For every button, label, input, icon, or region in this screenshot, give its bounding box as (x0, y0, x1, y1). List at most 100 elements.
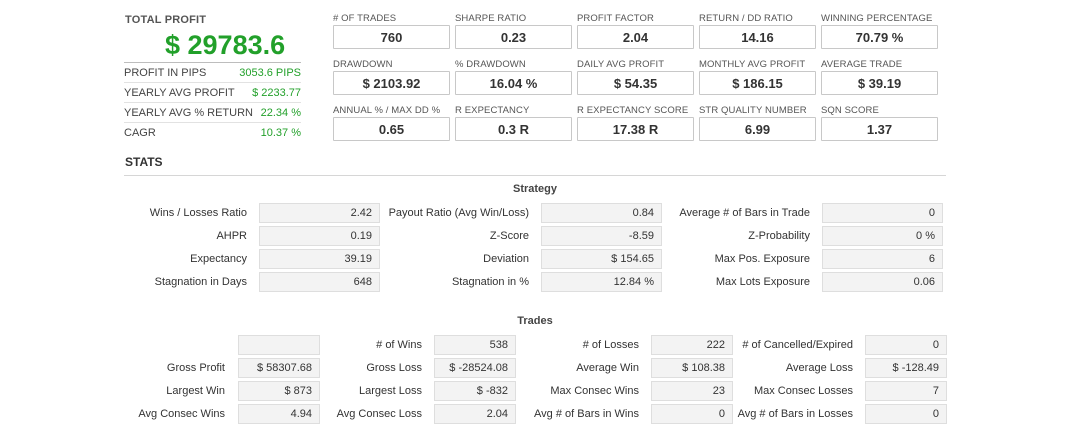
metric-card: R EXPECTANCY SCORE 17.38 R (577, 105, 694, 141)
metric-value: 0.65 (333, 117, 450, 141)
strategy-stat-value: 0 (822, 203, 943, 223)
strategy-stat-label: Wins / Losses Ratio (149, 207, 247, 219)
metric-label: ANNUAL % / MAX DD % (333, 105, 441, 116)
summary-row-value: $ 2233.77 (252, 86, 301, 99)
summary-row-value: 10.37 % (260, 126, 301, 139)
metric-label: AVERAGE TRADE (821, 59, 903, 70)
metric-label: STR QUALITY NUMBER (699, 105, 807, 116)
total-profit-value: $ 29783.6 (165, 30, 286, 60)
trades-stat-value: 4.94 (238, 404, 320, 424)
metric-value: $ 54.35 (577, 71, 694, 95)
trades-stat-label: Gross Profit (166, 362, 225, 374)
strategy-stat-value: -8.59 (541, 226, 662, 246)
trades-stat-label: Average Win (576, 362, 639, 374)
strategy-stat-value: 0.19 (259, 226, 380, 246)
trades-stat-label: Max Consec Wins (550, 385, 639, 397)
trades-stat-value: $ -128.49 (865, 358, 947, 378)
metric-label: PROFIT FACTOR (577, 13, 654, 24)
metric-label: SHARPE RATIO (455, 13, 527, 24)
strategy-stat-label: Stagnation in % (451, 276, 529, 288)
strategy-stat-label: Max Lots Exposure (715, 276, 810, 288)
metric-label: R EXPECTANCY (455, 105, 530, 116)
trades-stat-label: Largest Win (166, 385, 225, 397)
trades-stat-value: $ 873 (238, 381, 320, 401)
summary-row-label: CAGR (124, 126, 156, 139)
metric-value: 17.38 R (577, 117, 694, 141)
trades-stat-value (238, 335, 320, 355)
trades-stat-value: $ -28524.08 (434, 358, 516, 378)
metric-value: 14.16 (699, 25, 816, 49)
strategy-stat-value: 6 (822, 249, 943, 269)
metric-card: STR QUALITY NUMBER 6.99 (699, 105, 816, 141)
strategy-stat-value: 0.84 (541, 203, 662, 223)
metric-card: MONTHLY AVG PROFIT $ 186.15 (699, 59, 816, 95)
summary-row: CAGR 10.37 % (124, 122, 301, 142)
strategy-stat-label: Expectancy (190, 253, 247, 265)
trades-heading: Trades (517, 315, 553, 327)
stats-divider (124, 175, 946, 176)
trades-stat-value: $ -832 (434, 381, 516, 401)
trades-stat-label: # of Cancelled/Expired (742, 339, 853, 351)
trades-stat-value: 0 (865, 335, 947, 355)
summary-row-label: PROFIT IN PIPS (124, 66, 207, 79)
metric-card: AVERAGE TRADE $ 39.19 (821, 59, 938, 95)
strategy-stat-label: Z-Score (489, 230, 529, 242)
metric-label: # OF TRADES (333, 13, 397, 24)
strategy-stat-label: Stagnation in Days (154, 276, 247, 288)
metric-value: 16.04 % (455, 71, 572, 95)
trades-stat-value: 2.04 (434, 404, 516, 424)
metric-value: 6.99 (699, 117, 816, 141)
strategy-stat-label: Payout Ratio (Avg Win/Loss) (388, 207, 529, 219)
trades-stat-label: Avg # of Bars in Losses (737, 408, 853, 420)
metric-card: DRAWDOWN $ 2103.92 (333, 59, 450, 95)
trades-stat-label: # of Wins (376, 339, 422, 351)
metric-value: 0.23 (455, 25, 572, 49)
trades-stat-value: 0 (651, 404, 733, 424)
metric-value: 70.79 % (821, 25, 938, 49)
trades-stat-label: Avg Consec Wins (138, 408, 225, 420)
trades-stat-label: Largest Loss (359, 385, 422, 397)
metric-card: DAILY AVG PROFIT $ 54.35 (577, 59, 694, 95)
strategy-stat-value: 648 (259, 272, 380, 292)
trades-stat-value: 222 (651, 335, 733, 355)
metric-value: 0.3 R (455, 117, 572, 141)
trades-stat-value: 0 (865, 404, 947, 424)
trades-stat-label: Average Loss (785, 362, 853, 374)
metric-value: $ 39.19 (821, 71, 938, 95)
metric-value: 2.04 (577, 25, 694, 49)
metric-card: # OF TRADES 760 (333, 13, 450, 49)
metric-label: SQN SCORE (821, 105, 879, 116)
summary-row-value: 22.34 % (260, 106, 301, 119)
strategy-stat-value: 12.84 % (541, 272, 662, 292)
metric-card: SQN SCORE 1.37 (821, 105, 938, 141)
trades-stat-value: 23 (651, 381, 733, 401)
strategy-stat-value: 2.42 (259, 203, 380, 223)
metric-value: $ 186.15 (699, 71, 816, 95)
trades-stat-value: $ 108.38 (651, 358, 733, 378)
metric-label: DRAWDOWN (333, 59, 393, 70)
strategy-stat-label: AHPR (216, 230, 247, 242)
trades-stat-value: 538 (434, 335, 516, 355)
total-profit-label: TOTAL PROFIT (125, 14, 207, 26)
metric-card: PROFIT FACTOR 2.04 (577, 13, 694, 49)
metric-label: WINNING PERCENTAGE (821, 13, 933, 24)
strategy-heading: Strategy (512, 183, 558, 195)
metric-card: SHARPE RATIO 0.23 (455, 13, 572, 49)
metric-value: $ 2103.92 (333, 71, 450, 95)
strategy-stat-label: Deviation (483, 253, 529, 265)
metric-label: DAILY AVG PROFIT (577, 59, 665, 70)
stats-heading: STATS (125, 155, 163, 169)
metric-card: % DRAWDOWN 16.04 % (455, 59, 572, 95)
summary-row-value: 3053.6 PIPS (239, 66, 301, 79)
trades-stat-label: # of Losses (582, 339, 639, 351)
metric-label: RETURN / DD RATIO (699, 13, 793, 24)
summary-stats: PROFIT IN PIPS 3053.6 PIPS YEARLY AVG PR… (124, 62, 301, 142)
metric-card: R EXPECTANCY 0.3 R (455, 105, 572, 141)
strategy-stat-label: Average # of Bars in Trade (679, 207, 810, 219)
metric-label: R EXPECTANCY SCORE (577, 105, 689, 116)
strategy-stat-value: $ 154.65 (541, 249, 662, 269)
strategy-stat-value: 39.19 (259, 249, 380, 269)
metric-card: RETURN / DD RATIO 14.16 (699, 13, 816, 49)
trades-stat-value: $ 58307.68 (238, 358, 320, 378)
trades-stat-label: Avg Consec Loss (336, 408, 422, 420)
